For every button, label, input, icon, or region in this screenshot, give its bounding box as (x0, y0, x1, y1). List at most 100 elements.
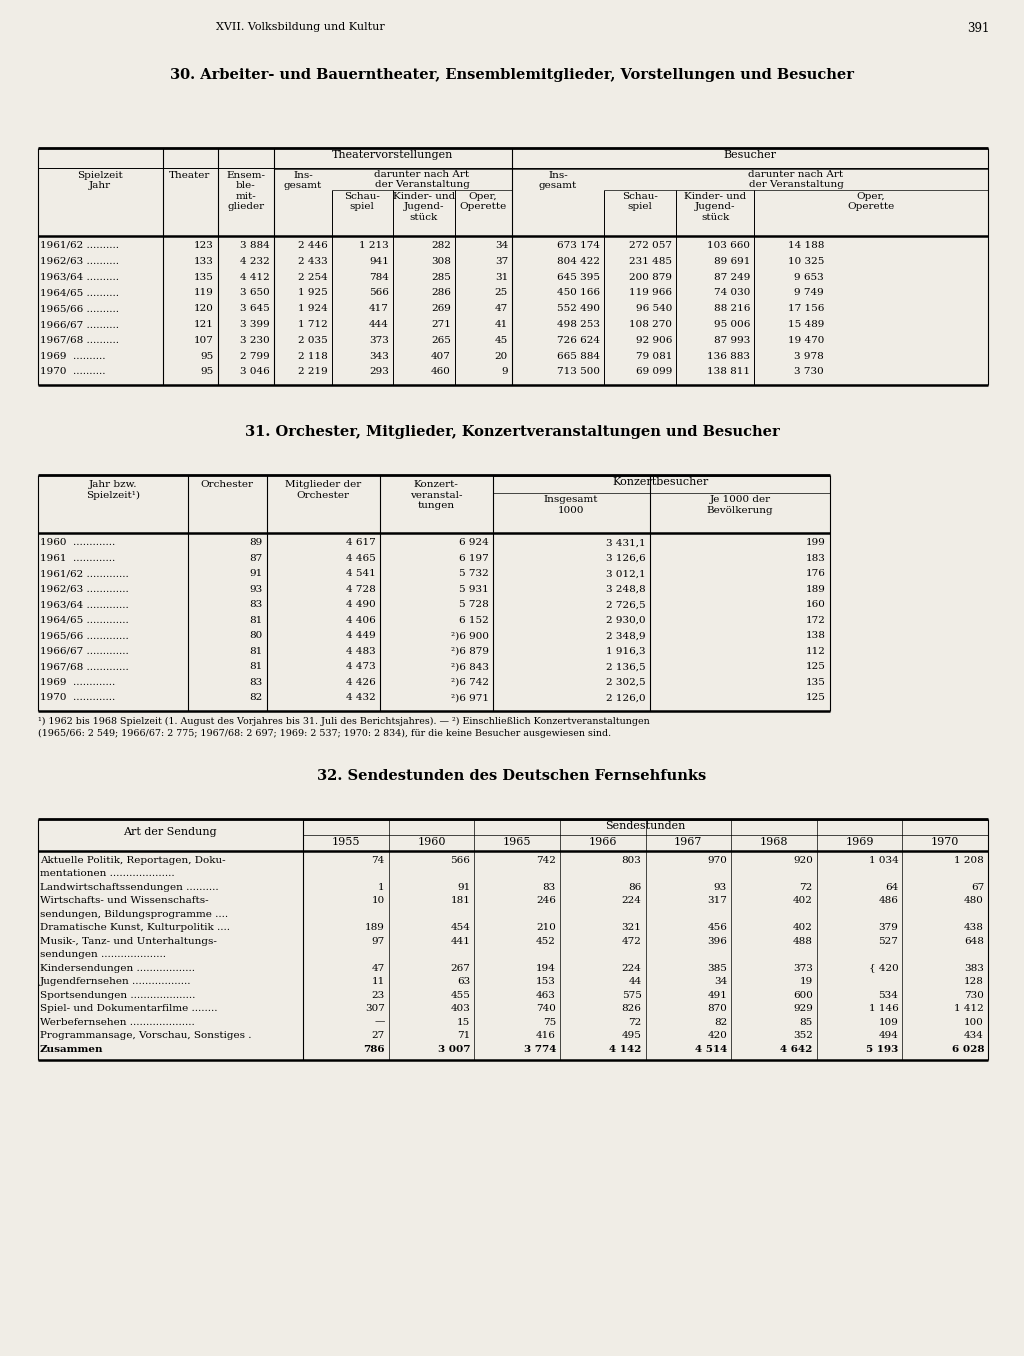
Text: 1 034: 1 034 (868, 856, 898, 865)
Text: 416: 416 (536, 1031, 556, 1040)
Text: 1969: 1969 (846, 837, 873, 846)
Text: Spielzeit
Jahr: Spielzeit Jahr (77, 171, 123, 190)
Text: 108 270: 108 270 (629, 320, 672, 330)
Text: 1 925: 1 925 (298, 289, 328, 297)
Text: XVII. Volksbildung und Kultur: XVII. Volksbildung und Kultur (216, 22, 384, 33)
Text: 396: 396 (708, 937, 727, 945)
Text: 3 650: 3 650 (241, 289, 270, 297)
Text: 713 500: 713 500 (557, 367, 600, 377)
Text: 1: 1 (378, 883, 385, 892)
Text: 189: 189 (806, 584, 826, 594)
Text: 1968: 1968 (760, 837, 788, 846)
Text: 4 412: 4 412 (241, 273, 270, 282)
Text: 3 007: 3 007 (437, 1044, 470, 1054)
Text: 95 006: 95 006 (714, 320, 750, 330)
Text: 224: 224 (622, 896, 641, 906)
Text: 133: 133 (195, 256, 214, 266)
Text: Besucher: Besucher (724, 151, 776, 160)
Text: ²)6 843: ²)6 843 (451, 662, 489, 671)
Text: 19 470: 19 470 (787, 336, 824, 344)
Text: Kinder- und
Jugend-
stück: Kinder- und Jugend- stück (684, 193, 746, 222)
Text: 1967: 1967 (674, 837, 702, 846)
Text: 1966: 1966 (589, 837, 616, 846)
Text: 199: 199 (806, 538, 826, 548)
Text: 80: 80 (250, 631, 263, 640)
Text: 136 883: 136 883 (707, 351, 750, 361)
Text: 107: 107 (195, 336, 214, 344)
Text: 452: 452 (536, 937, 556, 945)
Text: 4 232: 4 232 (241, 256, 270, 266)
Text: 74 030: 74 030 (714, 289, 750, 297)
Text: darunter nach Art
der Veranstaltung: darunter nach Art der Veranstaltung (749, 170, 844, 190)
Text: 1962/63 .............: 1962/63 ............. (40, 584, 129, 594)
Text: 271: 271 (431, 320, 451, 330)
Text: 407: 407 (431, 351, 451, 361)
Text: 1 924: 1 924 (298, 304, 328, 313)
Text: 804 422: 804 422 (557, 256, 600, 266)
Text: 82: 82 (250, 693, 263, 702)
Text: (1965/66: 2 549; 1966/67: 2 775; 1967/68: 2 697; 1969: 2 537; 1970: 2 834), für : (1965/66: 2 549; 1966/67: 2 775; 1967/68… (38, 728, 611, 738)
Text: 970: 970 (708, 856, 727, 865)
Text: 89 691: 89 691 (714, 256, 750, 266)
Text: 34: 34 (714, 978, 727, 986)
Text: 83: 83 (250, 678, 263, 686)
Text: 135: 135 (195, 273, 214, 282)
Text: 480: 480 (965, 896, 984, 906)
Text: 1964/65 .............: 1964/65 ............. (40, 616, 129, 625)
Text: 383: 383 (965, 964, 984, 972)
Text: 3 399: 3 399 (241, 320, 270, 330)
Text: 81: 81 (250, 647, 263, 656)
Text: 189: 189 (365, 923, 385, 932)
Text: 103 660: 103 660 (707, 241, 750, 250)
Text: 491: 491 (708, 991, 727, 999)
Text: 1967/68 ..........: 1967/68 .......... (40, 336, 119, 344)
Text: Ensem-
ble-
mit-
glieder: Ensem- ble- mit- glieder (226, 171, 265, 212)
Text: Sendestunden: Sendestunden (605, 820, 685, 831)
Text: 1969  .............: 1969 ............. (40, 678, 116, 686)
Text: 92 906: 92 906 (636, 336, 672, 344)
Text: 456: 456 (708, 923, 727, 932)
Text: Konzertbesucher: Konzertbesucher (613, 477, 710, 487)
Text: 3 431,1: 3 431,1 (606, 538, 646, 548)
Text: 272 057: 272 057 (629, 241, 672, 250)
Text: 1961/62 .............: 1961/62 ............. (40, 570, 129, 578)
Text: 109: 109 (879, 1018, 898, 1026)
Text: 97: 97 (372, 937, 385, 945)
Text: 176: 176 (806, 570, 826, 578)
Text: 3 645: 3 645 (241, 304, 270, 313)
Text: 293: 293 (369, 367, 389, 377)
Text: 417: 417 (369, 304, 389, 313)
Text: 575: 575 (622, 991, 641, 999)
Text: 91: 91 (250, 570, 263, 578)
Text: 3 884: 3 884 (241, 241, 270, 250)
Text: ¹) 1962 bis 1968 Spielzeit (1. August des Vorjahres bis 31. Juli des Berichtsjah: ¹) 1962 bis 1968 Spielzeit (1. August de… (38, 717, 650, 725)
Text: 3 774: 3 774 (523, 1044, 556, 1054)
Text: 1970  .............: 1970 ............. (40, 693, 116, 702)
Text: 20: 20 (495, 351, 508, 361)
Text: 32. Sendestunden des Deutschen Fernsehfunks: 32. Sendestunden des Deutschen Fernsehfu… (317, 769, 707, 782)
Text: 81: 81 (250, 616, 263, 625)
Text: 929: 929 (793, 1005, 813, 1013)
Text: Theater: Theater (169, 171, 211, 180)
Text: 119 966: 119 966 (629, 289, 672, 297)
Text: sendungen ....................: sendungen .................... (40, 951, 166, 959)
Text: Sportsendungen ....................: Sportsendungen .................... (40, 991, 196, 999)
Text: 17 156: 17 156 (787, 304, 824, 313)
Text: 6 924: 6 924 (459, 538, 489, 548)
Text: Landwirtschaftssendungen ..........: Landwirtschaftssendungen .......... (40, 883, 219, 892)
Text: 9: 9 (502, 367, 508, 377)
Text: 385: 385 (708, 964, 727, 972)
Text: 4 142: 4 142 (609, 1044, 641, 1054)
Text: 10: 10 (372, 896, 385, 906)
Text: 128: 128 (965, 978, 984, 986)
Text: 6 197: 6 197 (459, 553, 489, 563)
Text: 9 749: 9 749 (795, 289, 824, 297)
Text: 1970  ..........: 1970 .......... (40, 367, 105, 377)
Text: 74: 74 (372, 856, 385, 865)
Text: 5 728: 5 728 (459, 601, 489, 609)
Text: 153: 153 (536, 978, 556, 986)
Text: 352: 352 (793, 1031, 813, 1040)
Text: 5 193: 5 193 (866, 1044, 898, 1054)
Text: 4 406: 4 406 (346, 616, 376, 625)
Text: 391: 391 (968, 22, 990, 35)
